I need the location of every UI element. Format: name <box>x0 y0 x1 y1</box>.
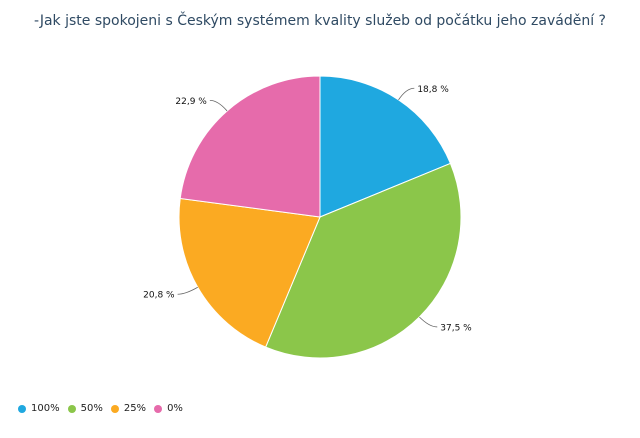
legend-label: 25% <box>123 403 147 414</box>
legend-item[interactable]: 100% <box>18 403 60 414</box>
legend-label: 100% <box>31 403 60 414</box>
legend-swatch <box>67 404 76 413</box>
chart-title: -Jak jste spokojeni s Českým systémem kv… <box>34 13 606 29</box>
data-label-connector <box>209 100 228 112</box>
legend-swatch <box>18 404 26 413</box>
data-label: 18,8 % <box>417 85 449 95</box>
data-label: 22,9 % <box>175 97 207 107</box>
legend-item[interactable]: 0% <box>154 403 183 414</box>
pie-slice-100pct[interactable] <box>319 75 452 218</box>
pie-slice-0pct[interactable] <box>179 75 321 218</box>
data-label-connector <box>177 286 198 295</box>
data-label: 37,5 % <box>440 323 472 333</box>
legend-label: 0% <box>167 403 183 414</box>
legend-swatch <box>110 404 119 413</box>
data-label: 20,8 % <box>143 291 175 301</box>
legend: 100% 50% 25% 0% <box>18 403 191 414</box>
legend-item[interactable]: 25% <box>110 403 147 414</box>
data-label-connector <box>398 87 415 101</box>
legend-label: 50% <box>80 403 103 414</box>
legend-swatch <box>154 404 163 413</box>
data-label-connector <box>419 316 438 328</box>
pie-slice-25pct[interactable] <box>178 197 321 348</box>
legend-item[interactable]: 50% <box>67 403 103 414</box>
